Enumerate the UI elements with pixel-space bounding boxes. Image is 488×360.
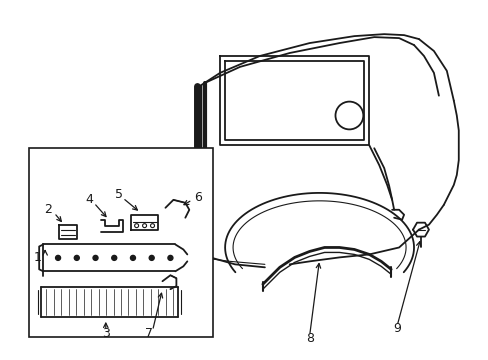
- Text: 9: 9: [392, 322, 400, 336]
- Text: 6: 6: [194, 192, 202, 204]
- Text: 1: 1: [33, 251, 41, 264]
- Circle shape: [56, 255, 61, 260]
- Text: 3: 3: [102, 327, 109, 340]
- Text: 4: 4: [85, 193, 93, 206]
- Bar: [29, 148, 213, 337]
- Circle shape: [149, 255, 154, 260]
- Text: 5: 5: [115, 188, 122, 201]
- Text: 8: 8: [305, 332, 313, 345]
- Circle shape: [93, 255, 98, 260]
- Text: 2: 2: [44, 203, 52, 216]
- Circle shape: [130, 255, 135, 260]
- Circle shape: [74, 255, 79, 260]
- Circle shape: [167, 255, 173, 260]
- Circle shape: [112, 255, 117, 260]
- Text: 7: 7: [144, 327, 152, 340]
